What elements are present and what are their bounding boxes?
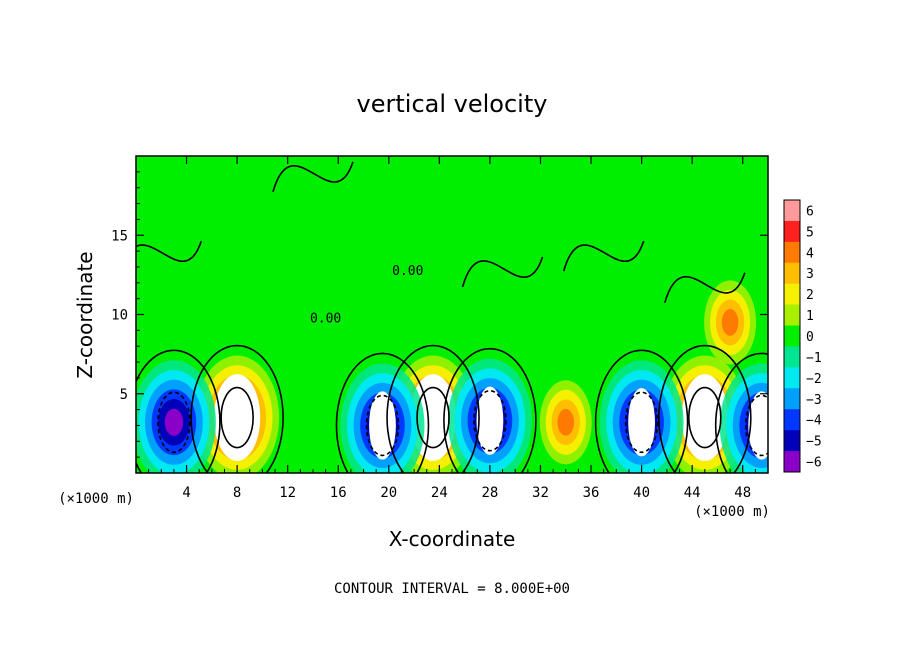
field-core-white	[476, 386, 504, 455]
x-tick-label: 8	[233, 485, 241, 501]
contour-zero	[136, 240, 203, 263]
contour-negative	[157, 391, 191, 454]
colorbar-label: 4	[806, 246, 814, 261]
x-tick-label: 12	[279, 485, 296, 501]
contour-zero	[136, 349, 221, 473]
colorbar-swatch	[784, 346, 800, 368]
x-tick-label: 48	[734, 485, 751, 501]
x-tick-label: 40	[633, 485, 650, 501]
contour-positive	[416, 386, 450, 449]
contour-negative	[744, 394, 768, 457]
field-core-white	[748, 391, 768, 460]
contour-zero	[443, 347, 537, 473]
contour-zero	[386, 344, 480, 473]
contour-interval-note: CONTOUR INTERVAL = 8.000E+00	[334, 581, 570, 597]
field-cell-downdraft	[447, 358, 532, 473]
x-tick-label: 24	[431, 485, 448, 501]
colorbar-label: 1	[806, 309, 814, 324]
contour-zero	[335, 352, 430, 473]
x-tick-label: 36	[583, 485, 600, 501]
colorbar-swatch	[784, 409, 800, 431]
colorbar-swatch	[784, 388, 800, 410]
contour-zero	[461, 256, 544, 288]
colorbar-swatch	[784, 220, 800, 243]
contour-negative	[624, 391, 659, 454]
chart-title: vertical velocity	[357, 90, 548, 118]
x-tick-label: 16	[330, 485, 347, 501]
contour-negative	[365, 394, 400, 457]
colorbar-swatch	[784, 200, 800, 222]
contour-zero	[272, 161, 354, 193]
colorbar-swatch	[784, 367, 800, 389]
contour-zero	[664, 272, 746, 304]
field-cell-downdraft	[599, 360, 684, 473]
colorbar-label: −6	[806, 456, 822, 471]
colorbar-swatch	[784, 241, 800, 264]
field-cell-updraft	[704, 280, 757, 365]
colorbar-swatch	[784, 304, 800, 327]
colorbar-label: 2	[806, 288, 814, 303]
colorbar-swatch	[784, 283, 800, 306]
contour-positive	[220, 386, 254, 449]
y-axis-label: Z-coordinate	[73, 251, 97, 378]
y-tick-label: 5	[120, 387, 128, 403]
field-cell-updraft	[539, 380, 592, 465]
contour-labels: 0.00 0.00	[310, 264, 423, 327]
colorbar-label: −3	[806, 393, 822, 408]
x-axis-label: X-coordinate	[389, 527, 516, 551]
colorbar-label: 5	[806, 225, 814, 240]
colorbar-label: 3	[806, 267, 814, 282]
contour-zero	[658, 344, 752, 473]
field-core-white	[628, 388, 655, 457]
contour-lines	[136, 161, 768, 473]
x-tick-label: 32	[532, 485, 549, 501]
contour-zero	[714, 352, 768, 473]
x-tick-label: 44	[684, 485, 701, 501]
contour-label: 0.00	[310, 311, 341, 326]
contour-zero	[594, 349, 689, 473]
x-tick-label: 4	[182, 485, 190, 501]
field-level-pos4	[557, 408, 575, 436]
x-tick-label: 28	[481, 485, 498, 501]
x-unit-left: (×1000 m)	[58, 491, 134, 507]
colorbar-label: −2	[806, 372, 822, 387]
y-tick-label: 10	[111, 308, 128, 324]
x-unit-right: (×1000 m)	[694, 504, 770, 520]
colorbar-swatch	[784, 262, 800, 285]
field-cell-downdraft	[340, 363, 425, 473]
colorbar-frame	[783, 199, 801, 473]
contour-negative	[473, 389, 507, 452]
plot-area: 0.00 0.00	[135, 155, 769, 474]
colorbar: 6 5 4 3 2 1 0 −1 −2 −3 −4 −5 −6	[783, 199, 822, 473]
field-cell-downdraft	[136, 360, 216, 473]
colorbar-label: −1	[806, 351, 822, 366]
contour-zero	[562, 240, 645, 272]
contour-zero	[190, 344, 284, 473]
colorbar-swatch	[784, 430, 800, 452]
colorbar-label: −4	[806, 414, 822, 429]
y-tick-label: 15	[111, 228, 128, 244]
field-level-pos4	[721, 309, 739, 336]
x-axis-ticks: 4 8 12 16 20 24 28 32 36 40 44 48	[148, 156, 756, 501]
colorbar-label: −5	[806, 435, 822, 450]
contour-positive	[687, 386, 722, 449]
colorbar-swatch	[784, 451, 800, 473]
field-cell-downdraft	[719, 363, 768, 473]
contour-label: 0.00	[392, 264, 423, 279]
colorbar-label: 6	[806, 204, 814, 219]
y-axis-ticks: 5 10 15	[111, 171, 768, 458]
colorbar-swatch	[784, 325, 800, 347]
colorbar-label: 0	[806, 330, 814, 345]
x-tick-label: 20	[380, 485, 397, 501]
field-level-neg6	[164, 408, 184, 436]
